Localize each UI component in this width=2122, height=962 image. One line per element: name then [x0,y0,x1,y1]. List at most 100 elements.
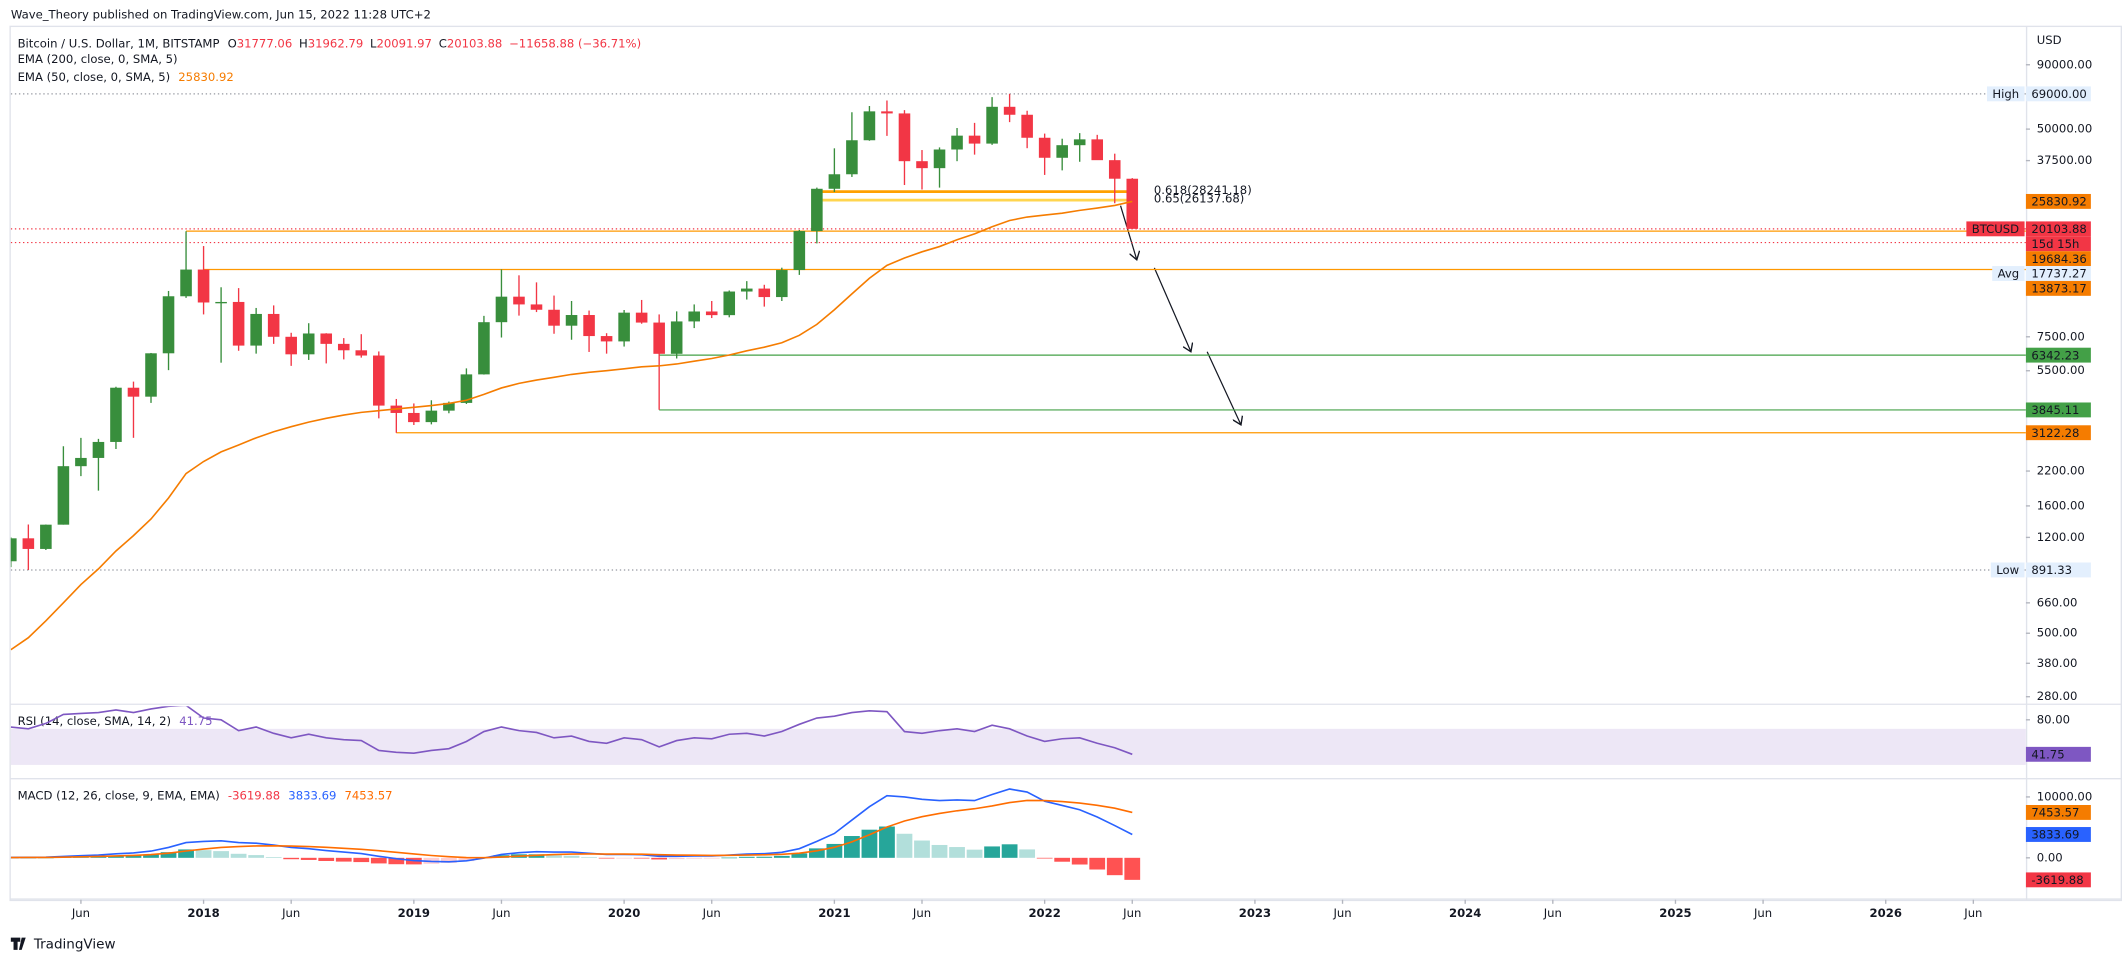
candle-body [881,111,893,114]
footer: TradingView [10,936,116,952]
value-box-label: -3619.88 [2031,873,2083,887]
level-tag-box [1990,562,2025,578]
value-box [2025,402,2091,418]
y-tick-label: 7500.00 [2037,329,2085,343]
candle-body [215,301,227,304]
y-tick-label: 500.00 [2037,626,2078,640]
symbol-legend: Bitcoin / U.S. Dollar, 1M, BITSTAMP O3177… [18,36,642,50]
candle-body [600,336,613,342]
y-tick-label: 280.00 [2037,689,2078,703]
candle-body [478,322,490,375]
histogram-bar [1001,844,1018,858]
countdown-label: 15d 15h [2031,237,2079,251]
histogram-bar [248,855,265,858]
value-box-label: 6342.23 [2031,348,2079,362]
candle-body [495,296,508,323]
histogram-bar [703,857,720,859]
logo [10,937,26,950]
ohlc-value: 31777.06 [237,36,292,50]
candle-body [22,538,35,549]
value-box-label: 17737.27 [2031,267,2086,281]
histogram-bar [143,854,159,858]
currency: USD [2037,33,2062,47]
value-box [2025,746,2091,762]
histogram-bar [879,826,895,858]
histogram-bar [458,857,475,862]
candle-body [828,174,841,189]
x-tick-label: Jun [1543,906,1562,920]
symbol-title: Bitcoin / U.S. Dollar, 1M, BITSTAMP [18,36,220,50]
series-line [10,799,1133,859]
histogram-bar [178,849,194,858]
y-tick-label: 80.00 [2037,712,2070,726]
pane [10,93,2026,651]
value-box [2025,872,2091,888]
histogram-bar [949,847,965,858]
histogram-bar [388,857,405,865]
value-box-label: 19684.36 [2031,252,2086,266]
candle-body [933,149,946,169]
histogram-bar [931,844,948,858]
histogram-bar [1071,857,1088,865]
candle-body [232,301,245,346]
candle-body [145,353,157,397]
x-tick-label: Jun [1963,906,1982,920]
x-tick-label: Jun [1753,906,1772,920]
histogram-bar [108,855,124,858]
y-tick-label: 2200.00 [2037,464,2085,478]
histogram-bar [160,852,177,858]
histogram-bar [1106,857,1123,876]
candle-body [1038,137,1051,158]
change: −11658.88 (−36.71%) [509,36,641,50]
arrow [1206,351,1241,425]
x-tick-label: 2025 [1659,906,1691,920]
value-box [2025,221,2091,237]
histogram-bar [300,857,317,860]
y-tick-label: 37500.00 [2037,153,2092,167]
level-tag: Low [1996,563,2019,577]
candle-body [162,296,175,354]
histogram-bar [353,857,370,863]
fib-label: 0.618(28241.18) [1154,183,1252,197]
histogram-bar [844,836,860,858]
histogram-bar [213,851,229,858]
ohlc-letter: C [439,36,447,50]
candle-body [951,135,963,150]
histogram-bar [563,855,580,858]
value-box [2025,827,2091,842]
arrow [1153,267,1191,352]
y-tick-label: 90000.00 [2037,57,2092,71]
candle-body [57,466,70,525]
signal-value: 7453.57 [345,788,393,802]
value-box [2025,347,2091,363]
candle-body [513,296,525,305]
candle-body [92,441,105,458]
candle-body [530,304,543,310]
candle-body [75,457,87,467]
y-tick-label: 50000.00 [2037,122,2092,136]
ohlc-value: 31962.79 [308,36,363,50]
candle-body [776,270,788,298]
candle-body [337,343,350,351]
candle-body [110,387,122,442]
histogram-bar [265,857,282,858]
series-line [10,788,1133,863]
value-box-label: 3122.28 [2031,426,2079,440]
level-tag: High [1992,87,2019,101]
y-tick-label: 5500.00 [2037,363,2085,377]
value-box [2025,804,2091,820]
candle-body [127,387,140,397]
histogram-bar [441,857,457,863]
value-box [2025,562,2091,578]
x-tick-label: 2021 [818,906,850,920]
histogram-bar [984,846,1000,858]
value-box-label: 20103.88 [2031,222,2086,236]
candle-body [267,313,280,337]
countdown-box [2025,236,2091,252]
candle-body [653,322,665,354]
level-tag: BTCUSD [1972,222,2019,236]
candle-body [916,161,928,169]
x-tick-label: 2023 [1239,906,1271,920]
histogram-bar [283,857,300,860]
